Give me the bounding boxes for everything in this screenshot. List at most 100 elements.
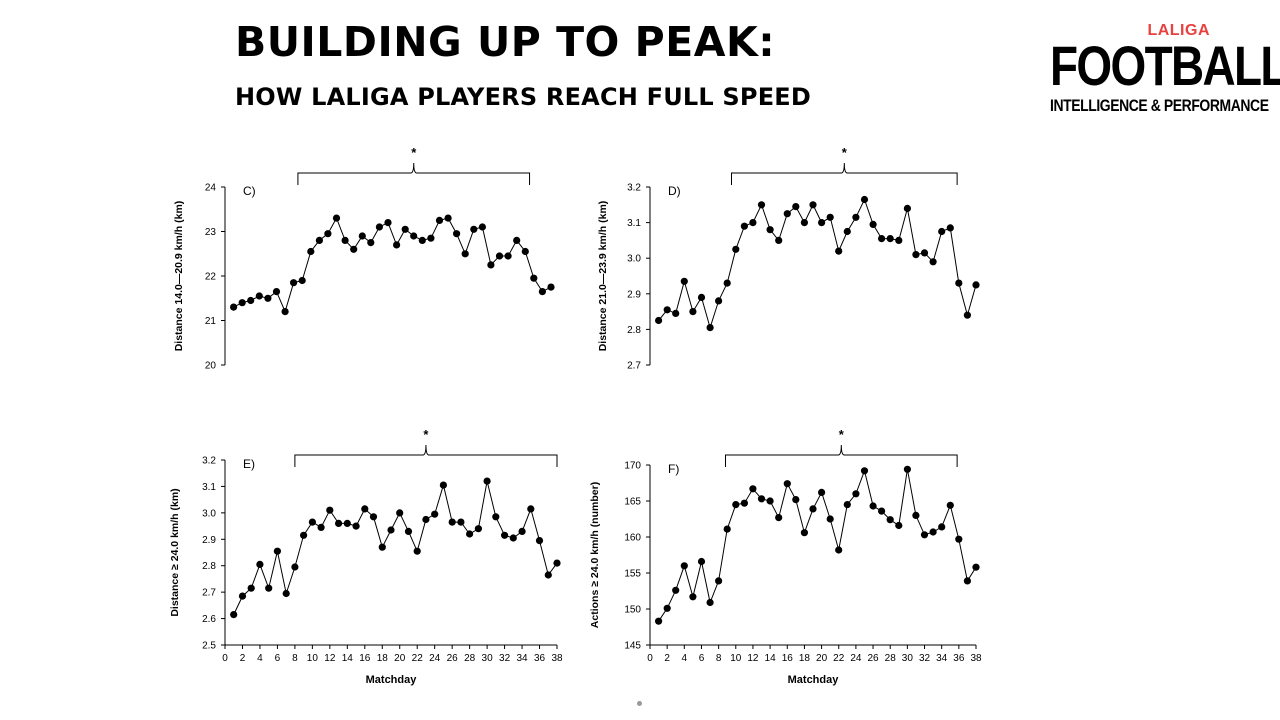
- data-point: [826, 213, 834, 221]
- data-point: [723, 525, 731, 533]
- data-point: [478, 223, 486, 231]
- data-point: [513, 236, 521, 244]
- x-tick-label: 12: [747, 653, 759, 664]
- data-point: [818, 219, 826, 227]
- data-point: [749, 219, 757, 227]
- data-point: [843, 227, 851, 236]
- data-point: [387, 526, 395, 534]
- data-point: [757, 495, 766, 503]
- y-tick-label: 24: [205, 183, 217, 194]
- data-point: [878, 507, 886, 515]
- x-tick-label: 2: [240, 653, 246, 664]
- y-axis-label: Distance ≥ 24.0 km/h (km): [169, 488, 181, 616]
- data-point: [238, 592, 247, 600]
- data-point: [766, 497, 774, 505]
- data-point: [521, 247, 529, 256]
- data-point: [723, 279, 731, 287]
- data-point: [439, 481, 447, 489]
- data-point: [367, 239, 375, 247]
- data-point: [378, 543, 386, 551]
- data-point: [230, 303, 238, 311]
- x-tick-label: 2: [664, 653, 670, 664]
- x-tick-label: 6: [699, 653, 705, 664]
- data-point: [291, 563, 299, 571]
- x-tick-label: 16: [782, 653, 794, 664]
- data-point: [247, 296, 255, 305]
- data-point: [809, 505, 817, 513]
- data-point: [955, 535, 963, 543]
- y-axis-label: Distance 14.0—20.9 km/h (km): [173, 201, 185, 352]
- x-tick-label: 26: [867, 653, 879, 664]
- x-axis-label: Matchday: [366, 674, 418, 686]
- data-point: [783, 480, 791, 488]
- data-point: [689, 593, 697, 601]
- data-point: [492, 513, 500, 521]
- data-point: [878, 235, 886, 243]
- data-point: [281, 308, 289, 316]
- x-tick-label: 30: [902, 653, 914, 664]
- x-tick-label: 8: [716, 653, 722, 664]
- logo-laliga-text: LALIGA: [1147, 22, 1210, 39]
- x-tick-label: 12: [324, 653, 336, 664]
- data-point: [938, 227, 946, 236]
- data-point: [461, 250, 469, 258]
- data-point: [706, 324, 714, 332]
- data-point: [697, 293, 706, 301]
- panel-label: F): [668, 462, 679, 476]
- data-point: [792, 203, 800, 211]
- data-point: [972, 281, 980, 289]
- data-point: [886, 235, 894, 243]
- data-point: [393, 241, 401, 249]
- x-tick-label: 20: [394, 653, 406, 664]
- data-point: [435, 216, 444, 224]
- data-point: [963, 311, 972, 319]
- y-tick-label: 170: [624, 461, 641, 472]
- data-point: [396, 509, 404, 517]
- data-point: [527, 505, 535, 513]
- data-point: [672, 586, 680, 594]
- y-tick-label: 2.7: [627, 361, 641, 372]
- data-point: [783, 210, 791, 218]
- data-point: [929, 528, 937, 536]
- y-tick-label: 2.8: [627, 325, 641, 336]
- data-point: [501, 531, 509, 539]
- y-tick-label: 150: [624, 605, 641, 616]
- data-point: [448, 518, 456, 526]
- data-point: [715, 577, 723, 585]
- logo-football-text: FOOTBALL: [1050, 34, 1280, 97]
- data-point: [655, 316, 663, 325]
- data-point: [655, 617, 663, 625]
- data-point: [732, 245, 740, 253]
- data-point: [431, 510, 439, 518]
- data-point: [487, 261, 495, 269]
- data-point: [886, 516, 894, 524]
- data-point: [290, 279, 298, 287]
- series-line: [658, 469, 977, 622]
- data-point: [955, 279, 963, 287]
- data-point: [369, 513, 378, 521]
- panel-label: C): [243, 184, 256, 198]
- significance-asterisk: *: [842, 145, 848, 160]
- significance-asterisk: *: [423, 427, 429, 442]
- page-indicator-dot: [637, 701, 642, 706]
- y-tick-label: 165: [624, 497, 641, 508]
- data-point: [264, 294, 272, 302]
- data-point: [504, 252, 512, 260]
- x-axis-label: Matchday: [788, 674, 840, 686]
- data-point: [238, 299, 246, 307]
- panel-label: E): [243, 457, 255, 471]
- x-tick-label: 14: [342, 653, 354, 664]
- data-point: [255, 292, 263, 300]
- data-point: [766, 226, 774, 234]
- data-point: [273, 547, 281, 555]
- significance-bracket: [724, 444, 958, 467]
- data-point: [300, 531, 308, 539]
- data-point: [308, 518, 316, 526]
- x-tick-label: 16: [359, 653, 371, 664]
- page-subtitle: HOW LALIGA PLAYERS REACH FULL SPEED: [235, 83, 812, 111]
- data-point: [757, 201, 766, 209]
- x-tick-label: 18: [799, 653, 811, 664]
- data-point: [518, 527, 526, 536]
